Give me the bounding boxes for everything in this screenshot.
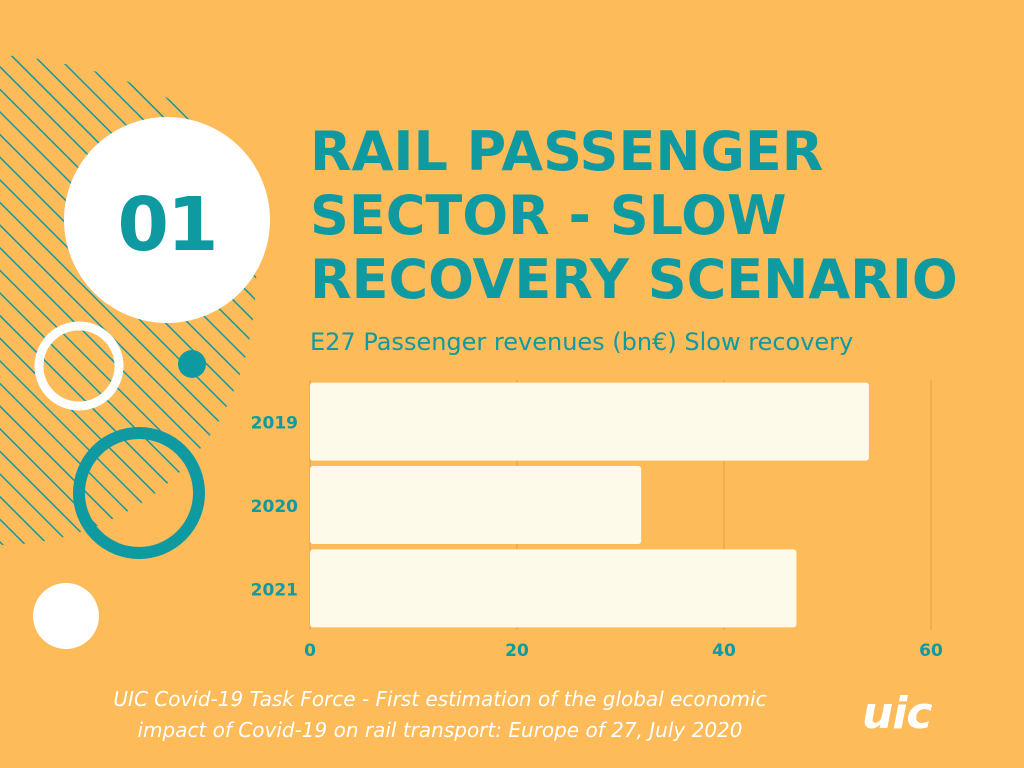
uic-logo: uic: [862, 688, 932, 739]
bar-2021: [310, 549, 797, 628]
y-category-label: 2019: [251, 414, 298, 434]
page-title: RAIL PASSENGER SECTOR - SLOW RECOVERY SC…: [310, 120, 958, 311]
bar-2019: [310, 382, 869, 461]
white-dot: [33, 583, 99, 649]
badge-number: 01: [117, 182, 219, 268]
source-caption: UIC Covid-19 Task Force - First estimati…: [30, 684, 850, 746]
y-category-label: 2021: [251, 580, 298, 600]
teal-ring: [73, 427, 205, 559]
x-tick-label: 0: [304, 641, 316, 661]
x-tick-label: 20: [505, 641, 529, 661]
source-caption-line-2: impact of Covid-19 on rail transport: Eu…: [137, 718, 743, 742]
white-ring: [34, 321, 124, 411]
source-caption-line-1: UIC Covid-19 Task Force - First estimati…: [113, 687, 767, 711]
teal-dot: [178, 350, 206, 378]
chart-title: E27 Passenger revenues (bn€) Slow recove…: [310, 328, 854, 356]
x-tick-label: 40: [712, 641, 736, 661]
chart-bars: [310, 382, 869, 628]
y-category-label: 2020: [251, 497, 298, 517]
badge-circle: [64, 117, 270, 323]
x-tick-label: 60: [919, 641, 943, 661]
chart-labels: 0 20 40 60 2019 2020 2021: [251, 414, 943, 661]
bar-2020: [310, 466, 642, 544]
